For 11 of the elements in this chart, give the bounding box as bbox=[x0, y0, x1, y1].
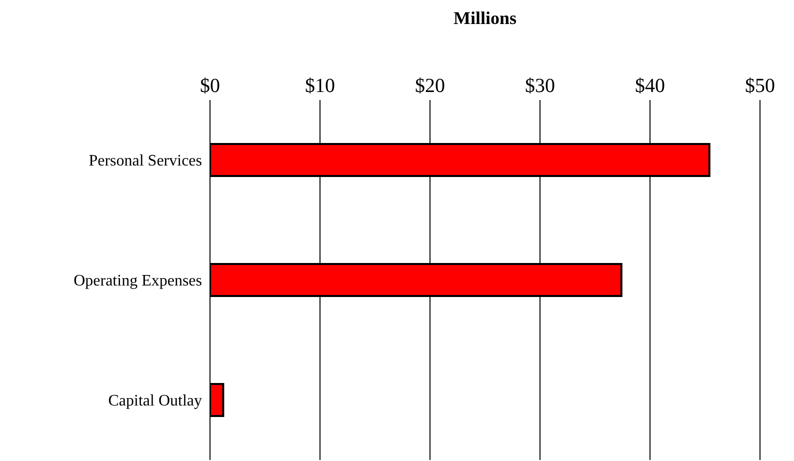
x-tick-label: $50 bbox=[745, 75, 775, 97]
y-tick-label: Personal Services bbox=[88, 152, 202, 170]
x-tick-label: $20 bbox=[415, 75, 445, 97]
x-tick-label: $40 bbox=[635, 75, 665, 97]
y-tick-label: Capital Outlay bbox=[108, 392, 202, 410]
x-tick-label: $30 bbox=[525, 75, 555, 97]
y-tick-label: Operating Expenses bbox=[74, 272, 202, 290]
x-tick-label: $10 bbox=[305, 75, 335, 97]
x-axis-title: Millions bbox=[452, 8, 518, 29]
bar bbox=[210, 383, 224, 417]
x-tick-label: $0 bbox=[200, 75, 220, 97]
